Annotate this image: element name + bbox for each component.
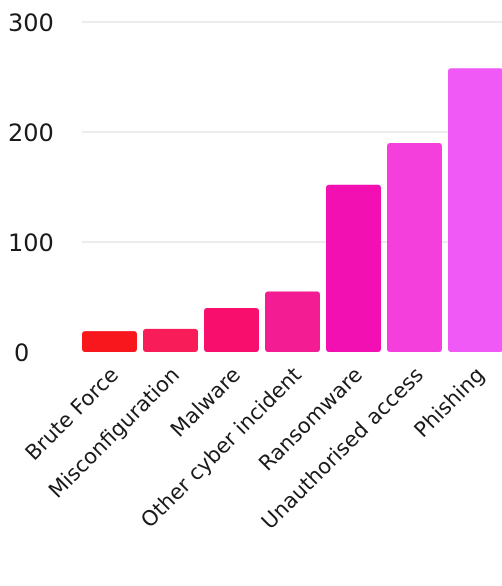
bar-other-cyber-incident <box>265 291 320 352</box>
y-axis-tick-labels: 0 100 200 300 <box>8 9 54 367</box>
y-tick-label: 200 <box>8 119 54 147</box>
bar-ransomware <box>326 184 381 352</box>
bar-malware <box>204 308 259 352</box>
y-tick-label: 300 <box>8 9 54 37</box>
y-tick-label: 0 <box>14 339 29 367</box>
x-axis-category-labels: Brute ForceMisconfigurationMalwareOther … <box>21 363 490 534</box>
y-tick-label: 100 <box>8 229 54 257</box>
bar-brute-force <box>82 331 137 352</box>
bar-phishing <box>448 68 502 352</box>
bar-misconfiguration <box>143 328 198 352</box>
bar-unauthorised-access <box>387 143 442 352</box>
bars <box>82 68 502 352</box>
